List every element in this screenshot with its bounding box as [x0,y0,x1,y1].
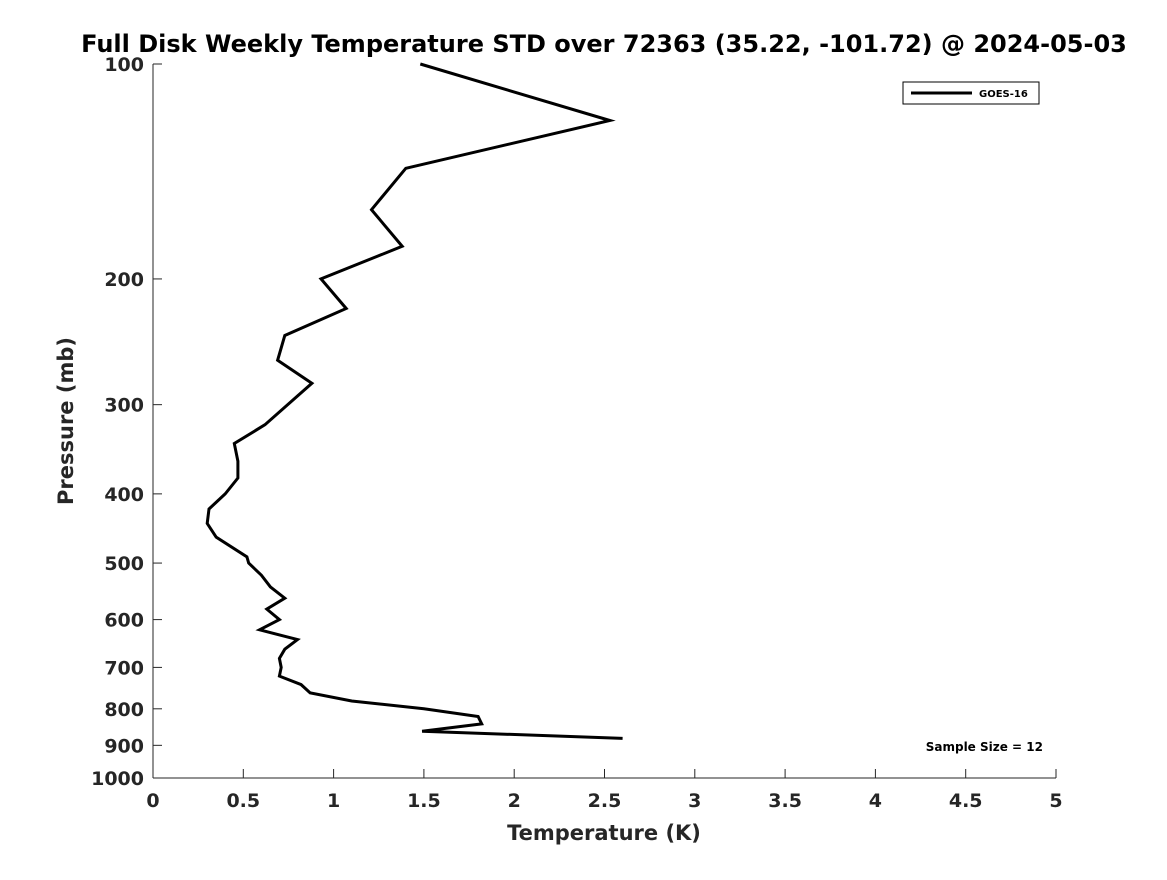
y-tick-label: 1000 [91,768,144,790]
x-axis-ticks: 0 0.5 1 1.5 2 2.5 3 3.5 4 4.5 5 [146,769,1063,812]
x-tick-label: 4.5 [949,790,983,812]
axes [152,64,1056,779]
x-tick-label: 4 [869,790,882,812]
y-tick-label: 300 [104,395,144,417]
y-tick-label: 100 [104,54,144,76]
y-tick-label: 200 [104,269,144,291]
x-tick-label: 2.5 [588,790,622,812]
series-lines [205,62,623,740]
y-tick-label: 900 [104,735,144,757]
chart-title: Full Disk Weekly Temperature STD over 72… [81,30,1127,58]
y-tick-label: 600 [104,610,144,632]
y-axis-label: Pressure (mb) [54,337,78,505]
x-tick-label: 2 [508,790,521,812]
x-tick-label: 5 [1049,790,1062,812]
y-tick-label: 500 [104,553,144,575]
series-line-goes-16 [205,62,623,740]
y-tick-label: 400 [104,484,144,506]
y-axis-ticks: 100 200 300 400 500 600 700 800 900 1000 [91,54,162,790]
x-tick-label: 0 [146,790,159,812]
x-axis-label: Temperature (K) [507,821,701,845]
x-tick-label: 3.5 [768,790,802,812]
x-tick-label: 1.5 [407,790,441,812]
x-tick-label: 1 [327,790,340,812]
legend-label-goes-16: GOES-16 [979,89,1028,100]
y-tick-label: 700 [104,657,144,679]
sample-size-annotation: Sample Size = 12 [926,740,1043,754]
x-tick-label: 3 [688,790,701,812]
y-tick-label: 800 [104,699,144,721]
x-tick-label: 0.5 [226,790,260,812]
legend: GOES-16 [902,81,1040,105]
